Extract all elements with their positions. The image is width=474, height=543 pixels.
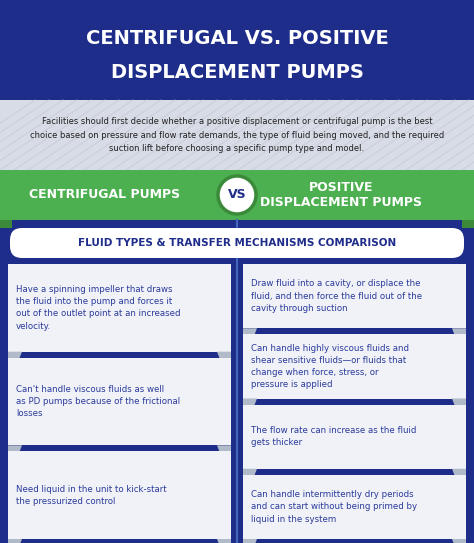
Polygon shape: [0, 220, 12, 228]
Text: Have a spinning impeller that draws
the fluid into the pump and forces it
out of: Have a spinning impeller that draws the …: [16, 285, 181, 331]
Bar: [243, 334, 466, 399]
Polygon shape: [243, 329, 257, 346]
Bar: [243, 475, 466, 539]
Bar: [0, 170, 474, 220]
Polygon shape: [8, 352, 22, 370]
Polygon shape: [8, 445, 22, 464]
Text: Draw fluid into a cavity, or displace the
fluid, and then force the fluid out of: Draw fluid into a cavity, or displace th…: [251, 280, 422, 313]
Text: The flow rate can increase as the fluid
gets thicker: The flow rate can increase as the fluid …: [251, 426, 416, 447]
Polygon shape: [217, 445, 231, 464]
Polygon shape: [462, 220, 474, 228]
Bar: [8, 264, 231, 352]
Polygon shape: [452, 329, 466, 346]
Text: VS: VS: [228, 188, 246, 201]
Text: Need liquid in the unit to kick-start
the pressurized control: Need liquid in the unit to kick-start th…: [16, 484, 167, 506]
Bar: [0, 100, 474, 170]
Polygon shape: [8, 539, 22, 543]
Polygon shape: [243, 539, 257, 543]
Text: Can handle intermittently dry periods
and can start without being primed by
liqu: Can handle intermittently dry periods an…: [251, 490, 417, 523]
Bar: [0, 0, 474, 100]
Bar: [8, 451, 231, 539]
Text: CENTRIFUGAL VS. POSITIVE: CENTRIFUGAL VS. POSITIVE: [86, 28, 388, 47]
Polygon shape: [243, 469, 257, 487]
Text: POSITIVE
DISPLACEMENT PUMPS: POSITIVE DISPLACEMENT PUMPS: [260, 181, 422, 209]
Text: Facilities should first decide whether a positive displacement or centrifugal pu: Facilities should first decide whether a…: [30, 117, 444, 153]
Polygon shape: [243, 399, 257, 416]
Text: DISPLACEMENT PUMPS: DISPLACEMENT PUMPS: [110, 62, 364, 81]
Polygon shape: [217, 539, 231, 543]
Bar: [8, 358, 231, 445]
Polygon shape: [452, 539, 466, 543]
Text: FLUID TYPES & TRANSFER MECHANISMS COMPARISON: FLUID TYPES & TRANSFER MECHANISMS COMPAR…: [78, 238, 396, 248]
Text: Can handle highly viscous fluids and
shear sensitive fluids—or fluids that
chang: Can handle highly viscous fluids and she…: [251, 344, 409, 389]
Bar: [243, 405, 466, 469]
FancyBboxPatch shape: [10, 228, 464, 258]
Polygon shape: [452, 469, 466, 487]
Text: Can't handle viscous fluids as well
as PD pumps because of the frictional
losses: Can't handle viscous fluids as well as P…: [16, 385, 180, 418]
Polygon shape: [452, 399, 466, 416]
Polygon shape: [217, 352, 231, 370]
Bar: [243, 264, 466, 329]
Circle shape: [218, 176, 256, 214]
Text: CENTRIFUGAL PUMPS: CENTRIFUGAL PUMPS: [29, 188, 180, 201]
